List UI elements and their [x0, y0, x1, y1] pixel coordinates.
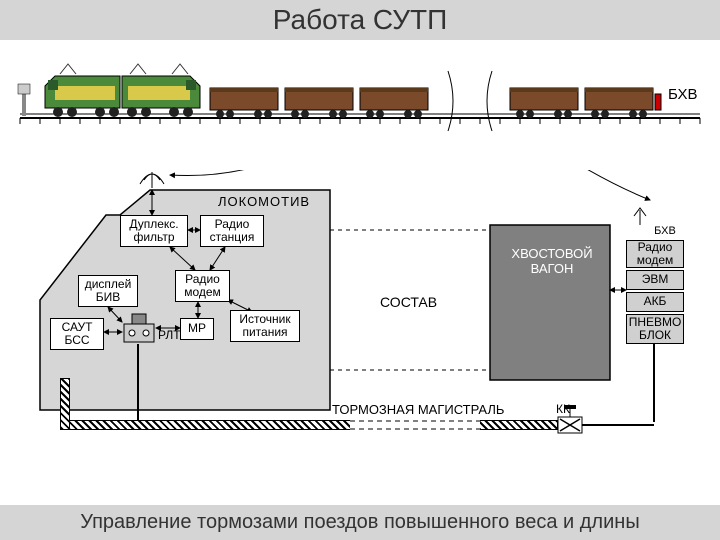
tail-akb: АКБ — [626, 292, 684, 312]
block-power-source: Источник питания — [230, 310, 300, 342]
locomotive-label: ЛОКОМОТИВ — [218, 194, 310, 209]
block-radio-station: Радио станция — [200, 215, 264, 247]
subtitle-bar: Управление тормозами поездов повышенного… — [0, 505, 720, 540]
tail-pnevmo-block: ПНЕВМО БЛОК — [626, 314, 684, 344]
sostav-label: СОСТАВ — [380, 294, 437, 310]
tail-radio-modem: Радио модем — [626, 240, 684, 268]
block-diagram: Дуплекс. фильтр Радио станция дисплей БИ… — [0, 170, 720, 480]
wagon-group — [210, 71, 661, 131]
title-bar: Работа СУТП — [0, 0, 720, 40]
brake-line-pipe-v1 — [60, 378, 70, 430]
tail-evm: ЭВМ — [626, 270, 684, 290]
block-saut-bss: САУТ БСС — [50, 318, 104, 350]
rlt-device-icon — [122, 310, 156, 344]
block-duplex-filter: Дуплекс. фильтр — [120, 215, 188, 247]
subtitle-text: Управление тормозами поездов повышенного… — [80, 511, 639, 533]
bhv-label: БХВ — [668, 86, 698, 103]
train-svg — [0, 46, 720, 136]
diagram-svg — [0, 170, 720, 480]
tail-wagon-label: ХВОСТОВОЙ ВАГОН — [508, 246, 596, 276]
train-illustration: БХВ — [0, 46, 720, 136]
brake-line-label: ТОРМОЗНАЯ МАГИСТРАЛЬ — [332, 402, 504, 417]
brake-line-pipe — [60, 420, 558, 430]
block-mr: МР — [180, 318, 214, 340]
page-title: Работа СУТП — [273, 4, 447, 35]
block-radio-modem: Радио модем — [175, 270, 230, 302]
tail-bhv-label: БХВ — [648, 223, 682, 239]
kk-label: КК — [556, 402, 570, 416]
rlt-label: РЛТ — [158, 328, 181, 342]
block-display-biv: дисплей БИВ — [78, 275, 138, 307]
locomotive-icon — [45, 64, 200, 117]
